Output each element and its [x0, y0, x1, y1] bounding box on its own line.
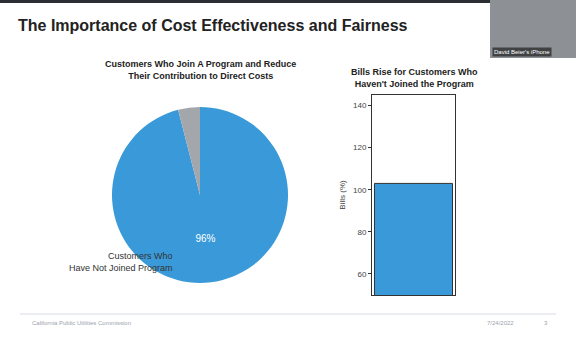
svg-text:Customers Who Join A Program a: Customers Who Join A Program and ReduceT…: [105, 59, 296, 81]
svg-text:7/24/2022: 7/24/2022: [487, 320, 514, 326]
svg-text:60: 60: [357, 270, 366, 279]
svg-text:California Public Utilities Co: California Public Utilities Commission: [32, 320, 131, 326]
svg-text:Customers WhoHave Not Joined P: Customers WhoHave Not Joined Program: [69, 251, 173, 273]
svg-text:David Beier's iPhone: David Beier's iPhone: [494, 49, 550, 55]
svg-text:The Importance of Cost Effecti: The Importance of Cost Effectiveness and…: [18, 17, 408, 34]
svg-text:120: 120: [353, 143, 367, 152]
svg-text:100: 100: [353, 186, 367, 195]
svg-text:96%: 96%: [195, 233, 215, 244]
svg-text:80: 80: [357, 228, 366, 237]
svg-text:140: 140: [353, 101, 367, 110]
svg-text:Bills Rise for Customers WhoHa: Bills Rise for Customers WhoHaven't Join…: [351, 67, 478, 89]
svg-text:3: 3: [544, 320, 548, 326]
svg-text:Bills (%): Bills (%): [338, 180, 347, 210]
